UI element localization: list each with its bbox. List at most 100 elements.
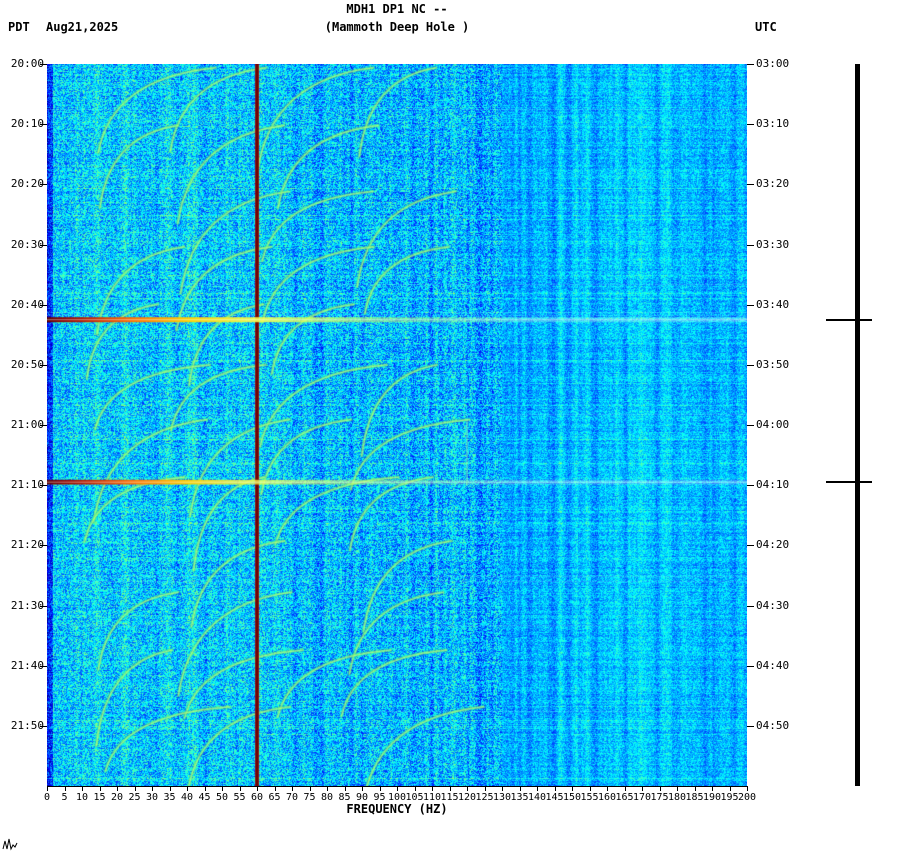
right-time-label: 04:30 xyxy=(756,598,790,612)
x-tick xyxy=(677,787,678,791)
left-time-label: 20:20 xyxy=(10,177,44,191)
x-tick xyxy=(747,787,748,791)
x-tick xyxy=(554,787,556,791)
left-tick xyxy=(40,485,47,487)
x-tick xyxy=(117,787,118,791)
timezone-left-label: PDT xyxy=(8,20,30,34)
left-tick xyxy=(40,304,47,306)
x-tick xyxy=(729,787,731,791)
x-tick xyxy=(432,787,433,791)
x-tick xyxy=(222,787,223,791)
right-time-label: 04:00 xyxy=(756,418,790,431)
left-tick xyxy=(40,184,47,186)
left-tick xyxy=(40,364,47,366)
right-time-label: 04:20 xyxy=(756,538,790,552)
x-tick xyxy=(484,787,486,791)
x-tick xyxy=(64,787,66,791)
right-tick xyxy=(747,244,754,246)
left-time-label: 20:50 xyxy=(10,357,44,371)
left-tick xyxy=(40,244,47,246)
date-label: Aug21,2025 xyxy=(46,20,119,34)
right-time-label: 04:50 xyxy=(756,718,790,732)
timezone-right-label: UTC xyxy=(755,20,777,34)
x-tick xyxy=(327,787,328,791)
right-tick xyxy=(747,605,754,607)
x-tick xyxy=(257,787,258,791)
x-tick xyxy=(397,787,398,791)
x-tick xyxy=(362,787,363,791)
x-tick xyxy=(607,787,608,791)
right-time-label: 04:10 xyxy=(756,478,790,492)
left-time-label: 21:40 xyxy=(10,658,44,672)
right-tick xyxy=(747,184,754,186)
x-tick xyxy=(274,787,276,791)
right-time-label: 03:10 xyxy=(756,117,790,131)
right-tick xyxy=(747,725,754,727)
x-tick xyxy=(379,787,381,791)
x-tick xyxy=(99,787,101,791)
left-time-label: 20:40 xyxy=(10,297,44,311)
x-tick xyxy=(589,787,591,791)
x-tick xyxy=(152,787,153,791)
spectrogram-canvas xyxy=(47,64,747,786)
right-tick xyxy=(747,665,754,667)
left-time-label: 20:30 xyxy=(10,237,44,251)
right-time-label: 03:50 xyxy=(756,357,790,371)
station-title: MDH1 DP1 NC -- xyxy=(346,2,448,16)
x-tick xyxy=(82,787,83,791)
right-time-label: 03:20 xyxy=(756,177,790,191)
right-time-label: 03:00 xyxy=(756,57,790,70)
left-time-label: 21:30 xyxy=(10,598,44,612)
corner-seismogram-glyph xyxy=(2,838,18,851)
x-tick xyxy=(572,787,573,791)
left-time-label: 21:10 xyxy=(10,478,44,492)
left-tick xyxy=(40,545,47,547)
x-tick xyxy=(624,787,626,791)
right-tick xyxy=(747,485,754,487)
x-tick xyxy=(187,787,188,791)
left-tick xyxy=(40,605,47,607)
x-tick xyxy=(659,787,661,791)
left-time-label: 21:00 xyxy=(10,418,44,431)
amplitude-bar xyxy=(855,64,860,786)
x-tick xyxy=(449,787,451,791)
x-tick xyxy=(537,787,538,791)
x-tick xyxy=(694,787,696,791)
x-tick xyxy=(519,787,521,791)
x-tick xyxy=(344,787,346,791)
x-tick xyxy=(134,787,136,791)
x-tick xyxy=(239,787,241,791)
right-tick xyxy=(747,64,754,65)
x-tick xyxy=(47,787,48,791)
station-subtitle: (Mammoth Deep Hole ) xyxy=(324,20,470,34)
x-tick xyxy=(712,787,713,791)
right-time-label: 04:40 xyxy=(756,658,790,672)
x-tick xyxy=(292,787,293,791)
right-time-label: 03:30 xyxy=(756,237,790,251)
left-time-label: 20:10 xyxy=(10,117,44,131)
left-tick xyxy=(40,425,47,426)
x-tick xyxy=(204,787,206,791)
left-time-label: 21:20 xyxy=(10,538,44,552)
right-tick xyxy=(747,364,754,366)
x-tick xyxy=(169,787,171,791)
x-tick xyxy=(467,787,468,791)
event-time-marker xyxy=(826,481,872,484)
x-axis-line xyxy=(47,786,748,787)
left-tick xyxy=(40,665,47,667)
left-time-label: 20:00 xyxy=(10,57,44,70)
right-tick xyxy=(747,545,754,547)
right-time-label: 03:40 xyxy=(756,297,790,311)
x-tick xyxy=(309,787,311,791)
x-tick xyxy=(414,787,416,791)
left-tick xyxy=(40,725,47,727)
x-tick xyxy=(502,787,503,791)
left-time-label: 21:50 xyxy=(10,718,44,732)
right-tick xyxy=(747,304,754,306)
x-axis-title: FREQUENCY (HZ) xyxy=(346,802,448,816)
event-time-marker xyxy=(826,318,872,321)
right-tick xyxy=(747,124,754,126)
right-tick xyxy=(747,425,754,426)
left-tick xyxy=(40,64,47,65)
